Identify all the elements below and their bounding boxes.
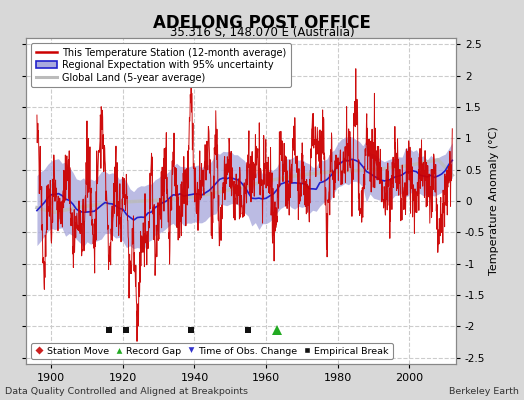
Y-axis label: Temperature Anomaly (°C): Temperature Anomaly (°C) [489, 127, 499, 275]
Text: 35.316 S, 148.070 E (Australia): 35.316 S, 148.070 E (Australia) [170, 26, 354, 39]
Text: Data Quality Controlled and Aligned at Breakpoints: Data Quality Controlled and Aligned at B… [5, 387, 248, 396]
Text: Berkeley Earth: Berkeley Earth [449, 387, 519, 396]
Legend: Station Move, Record Gap, Time of Obs. Change, Empirical Break: Station Move, Record Gap, Time of Obs. C… [31, 343, 392, 359]
Text: ADELONG POST OFFICE: ADELONG POST OFFICE [153, 14, 371, 32]
